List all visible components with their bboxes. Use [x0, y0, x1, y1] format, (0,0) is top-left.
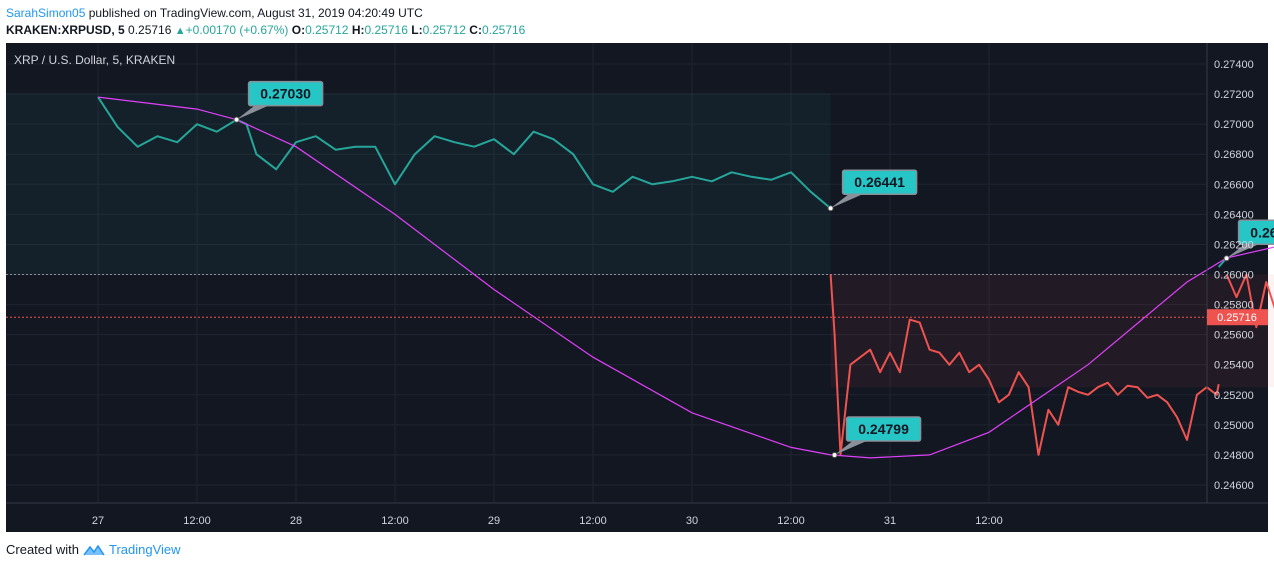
- callout-label: 0.26441: [854, 174, 905, 190]
- high-label: H:: [351, 23, 365, 37]
- y-tick-label: 0.26800: [1214, 149, 1254, 161]
- price-callouts: 0.27030 0.26441 0.24799 0.26108: [233, 80, 1274, 459]
- footer: Created with TradingView: [6, 542, 181, 557]
- symbol-info-line: KRAKEN:XRPUSD, 5 0.25716 ▲+0.00170 (+0.6…: [6, 21, 525, 40]
- x-tick-label: 28: [290, 515, 302, 527]
- callout-anchor: [831, 452, 838, 459]
- x-tick-label: 12:00: [777, 515, 805, 527]
- price-callout: 0.24799: [831, 416, 922, 459]
- x-tick-label: 30: [686, 515, 698, 527]
- publish-header: SarahSimon05 published on TradingView.co…: [6, 4, 423, 22]
- close-label: C:: [469, 23, 482, 37]
- x-tick-label: 27: [92, 515, 104, 527]
- callout-box: [845, 416, 922, 442]
- callout-box: [1237, 219, 1274, 246]
- low-label: L:: [411, 23, 423, 37]
- y-tick-label: 0.25800: [1214, 300, 1254, 312]
- open-value: 0.25712: [305, 23, 349, 37]
- x-tick-label: 29: [488, 515, 500, 527]
- price-callout: 0.27030: [233, 80, 324, 123]
- y-tick-label: 0.27000: [1214, 119, 1254, 131]
- y-tick-label: 0.27200: [1214, 89, 1254, 101]
- x-tick-label: 12:00: [975, 515, 1003, 527]
- y-tick-label: 0.25400: [1214, 360, 1254, 372]
- y-tick-label: 0.25600: [1214, 330, 1254, 342]
- callout-label: 0.24799: [858, 421, 909, 437]
- callout-anchor: [1223, 255, 1230, 262]
- ref-zone-down: [830, 274, 1274, 388]
- y-tick-label: 0.26400: [1214, 209, 1254, 221]
- publish-info: published on TradingView.com, August 31,…: [88, 6, 423, 20]
- callout-box: [841, 169, 918, 195]
- callout-anchor: [233, 116, 240, 123]
- trend-curve: [97, 96, 1274, 459]
- y-tick-label: 0.24800: [1214, 450, 1254, 462]
- callout-box: [247, 80, 324, 107]
- callout-label: 0.26108: [1250, 224, 1274, 240]
- callout-pointer: [834, 441, 867, 456]
- x-axis: 27 12:00 28 12:00 29 12:00 30 12:00 31 12:00: [92, 515, 1003, 527]
- y-axis: 0.27400 0.27200 0.27000 0.26800 0.26600 0.264…: [1214, 59, 1254, 492]
- price-callout: 0.26108: [1223, 219, 1274, 262]
- created-with-label: Created with: [6, 542, 79, 557]
- price-line-segment-1: [829, 274, 1220, 456]
- close-value: 0.25716: [481, 23, 526, 37]
- x-tick-label: 12:00: [183, 515, 211, 527]
- price-change: +0.00170 (+0.67%): [185, 23, 289, 37]
- price-callout: 0.26441: [827, 169, 918, 212]
- tradingview-brand-link[interactable]: TradingView: [108, 542, 181, 557]
- y-tick-label: 0.25200: [1214, 390, 1254, 402]
- callout-pointer: [830, 194, 863, 209]
- callout-label: 0.27030: [260, 86, 311, 102]
- tradingview-logo-icon: [83, 544, 105, 555]
- x-tick-label: 12:00: [579, 515, 607, 527]
- y-tick-label: 0.26200: [1214, 239, 1254, 251]
- y-tick-label: 0.27400: [1214, 59, 1254, 71]
- y-tick-label: 0.24600: [1214, 480, 1254, 492]
- ref-zone-up: [6, 93, 831, 275]
- callout-anchor: [827, 205, 834, 212]
- y-tick-label: 0.25000: [1214, 420, 1254, 432]
- high-value: 0.25716: [364, 23, 408, 37]
- callout-pointer: [236, 105, 269, 120]
- chart-title: XRP / U.S. Dollar, 5, KRAKEN: [14, 53, 175, 67]
- current-price-tag: 0.25716: [1207, 309, 1268, 326]
- open-label: O:: [291, 23, 306, 37]
- triangle-up-icon: ▲: [174, 25, 186, 37]
- low-value: 0.25712: [422, 23, 466, 37]
- current-price-label: 0.25716: [1217, 312, 1257, 324]
- last-price: 0.25716: [128, 23, 172, 37]
- author-link[interactable]: SarahSimon05: [6, 6, 86, 20]
- y-tick-label: 0.26000: [1214, 270, 1254, 282]
- y-tick-label: 0.26600: [1214, 179, 1254, 191]
- x-tick-label: 31: [884, 515, 896, 527]
- callout-pointer: [1226, 244, 1259, 259]
- price-line-segment-0: [97, 96, 832, 210]
- symbol-label: KRAKEN:XRPUSD, 5: [6, 23, 125, 37]
- x-tick-label: 12:00: [381, 515, 409, 527]
